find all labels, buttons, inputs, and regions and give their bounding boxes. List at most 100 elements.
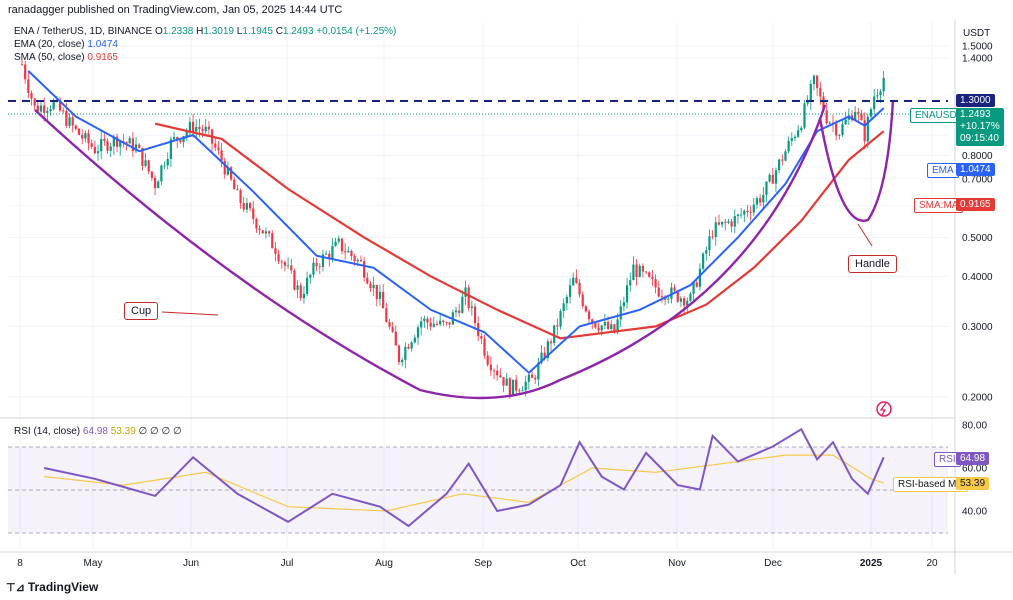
candle-body xyxy=(597,327,600,331)
time-tick-label: Nov xyxy=(668,558,686,569)
rsi-axis-ticks: 80.00 60.00 40.00 xyxy=(962,421,987,518)
candle-body xyxy=(172,137,176,140)
candle-body xyxy=(556,325,559,327)
candle-body xyxy=(220,150,223,161)
candle-body xyxy=(334,241,337,247)
rsi-legend[interactable]: RSI (14, close) 64.98 53.39 ∅ ∅ ∅ ∅ xyxy=(14,426,182,437)
candle-body xyxy=(670,287,673,299)
candle-body xyxy=(448,322,451,325)
time-tick-label: Dec xyxy=(764,558,782,569)
candle-body xyxy=(150,171,153,178)
candle-body xyxy=(397,345,401,363)
candle-body xyxy=(49,108,52,111)
candle-body xyxy=(667,298,670,300)
footer-text: TradingView xyxy=(27,580,99,594)
candle-body xyxy=(483,338,486,356)
candle-body xyxy=(52,100,55,109)
ema-name-tag: EMA xyxy=(927,163,959,178)
candle-body xyxy=(711,236,714,238)
sma-legend[interactable]: SMA (50, close) 0.9165 xyxy=(14,52,118,63)
candle-body xyxy=(182,136,185,143)
candle-body xyxy=(258,228,261,231)
candle-body xyxy=(299,285,302,299)
candle-body xyxy=(128,138,131,144)
candle-body xyxy=(781,159,784,161)
resistance-tag: 1.3000 xyxy=(956,94,995,107)
candle-body xyxy=(518,390,521,392)
candle-body xyxy=(68,117,71,126)
candle-body xyxy=(461,296,464,313)
candle-body xyxy=(721,221,724,225)
candle-body xyxy=(410,342,413,349)
currency-label[interactable]: USDT xyxy=(963,28,991,39)
candle-body xyxy=(157,181,160,189)
candle-body xyxy=(797,130,800,137)
candle-body xyxy=(353,256,356,262)
candle-body xyxy=(594,323,597,328)
candle-body xyxy=(759,198,762,203)
candle-body xyxy=(492,370,496,372)
candle-body xyxy=(882,78,885,92)
candle-body xyxy=(315,262,318,267)
candle-body xyxy=(657,287,660,297)
candle-body xyxy=(803,103,806,128)
candle-body xyxy=(496,370,499,376)
footer-brand[interactable]: ⊤⊿ TradingView xyxy=(6,580,98,594)
candle-body xyxy=(166,158,169,166)
candle-body xyxy=(854,111,857,121)
candle-body xyxy=(207,126,211,130)
price-tick-label: 0.3000 xyxy=(962,322,993,333)
candle-body xyxy=(283,262,287,266)
candle-body xyxy=(176,137,179,141)
candle-body xyxy=(486,355,489,365)
candle-body xyxy=(401,359,404,363)
price-tick-label: 1.4000 xyxy=(962,54,993,65)
candle-body xyxy=(109,146,112,151)
price-tick-label: 0.2000 xyxy=(962,393,993,404)
candle-body xyxy=(201,129,204,132)
candle-body xyxy=(816,75,819,88)
candle-body xyxy=(404,346,407,360)
candle-body xyxy=(204,126,207,132)
candle-body xyxy=(131,138,134,152)
candle-body xyxy=(841,124,844,136)
candle-body xyxy=(695,282,698,287)
cup-arrow xyxy=(161,311,219,316)
candle-body xyxy=(252,208,255,219)
candle-body xyxy=(812,75,816,85)
candle-countdown: 09:15:40 xyxy=(960,133,999,144)
candle-body xyxy=(835,123,838,136)
candle-body xyxy=(470,306,473,308)
candle-body xyxy=(565,296,568,304)
ohlc-change: +0.0154 (+1.25%) xyxy=(316,26,397,37)
time-tick-label: 8 xyxy=(17,558,23,569)
candle-body xyxy=(242,202,245,210)
candle-body xyxy=(271,233,274,249)
candle-body xyxy=(591,319,594,324)
candle-body xyxy=(312,262,315,275)
candle-body xyxy=(416,327,420,338)
candle-body xyxy=(774,170,778,184)
candle-body xyxy=(534,377,537,380)
candle-body xyxy=(600,325,603,331)
candle-body xyxy=(385,308,388,323)
candle-body xyxy=(641,265,645,272)
candle-body xyxy=(879,91,882,96)
ohlc-o-label: O xyxy=(154,26,163,37)
time-tick-label: Jun xyxy=(183,558,199,569)
candle-body xyxy=(746,210,749,213)
ema-legend[interactable]: EMA (20, close) 1.0474 xyxy=(14,39,118,50)
handle-label: Handle xyxy=(848,255,897,273)
time-tick-label: Aug xyxy=(375,558,393,569)
last-price-value: 1.2493 xyxy=(960,109,991,120)
time-tick-label: Oct xyxy=(570,558,586,569)
candle-body xyxy=(546,341,549,359)
candle-body xyxy=(511,379,515,397)
candle-body xyxy=(239,190,242,203)
rsi-ma-legend-value: 53.39 xyxy=(110,426,136,437)
ema-legend-label: EMA (20, close) xyxy=(14,39,85,50)
candle-body xyxy=(274,248,277,255)
candle-body xyxy=(743,210,746,215)
candle-body xyxy=(435,324,439,325)
candle-body xyxy=(660,296,664,298)
